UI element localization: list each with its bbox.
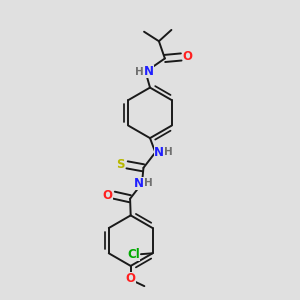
Text: H: H [135, 67, 143, 77]
Text: H: H [144, 178, 153, 188]
Text: H: H [164, 147, 173, 158]
Text: O: O [183, 50, 193, 64]
Text: Cl: Cl [128, 248, 140, 261]
Text: O: O [126, 272, 136, 285]
Text: N: N [154, 146, 164, 159]
Text: N: N [134, 177, 143, 190]
Text: N: N [144, 65, 154, 78]
Text: S: S [116, 158, 125, 171]
Text: O: O [103, 189, 112, 202]
